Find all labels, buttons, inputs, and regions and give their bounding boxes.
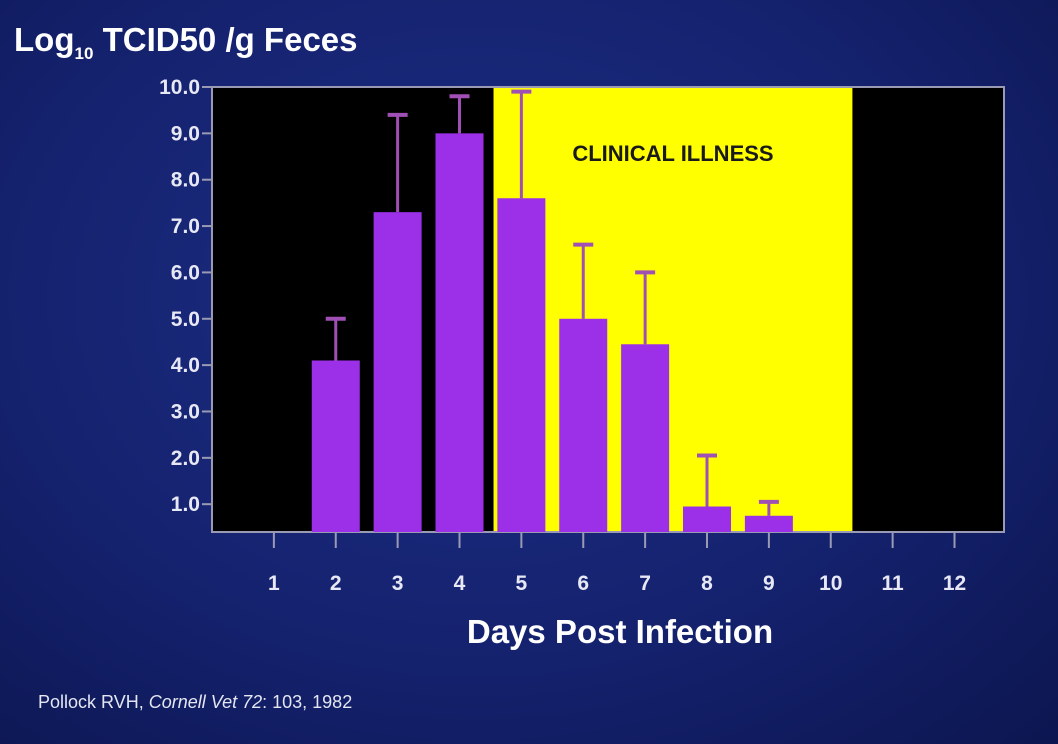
y-tick-label-4: 7.0 (171, 215, 200, 238)
citation: Pollock RVH, Cornell Vet 72: 103, 1982 (38, 692, 352, 713)
y-tick-label-8: 3.0 (171, 400, 200, 423)
x-tick-label-3: 3 (392, 572, 404, 595)
bar-day-7 (621, 344, 670, 532)
y-tick-label-7: 4.0 (171, 354, 200, 377)
title-subscript: 10 (74, 44, 93, 63)
title-rest: TCID50 /g Feces (93, 21, 357, 58)
x-tick-label-7: 7 (639, 572, 651, 595)
bar-day-5 (497, 198, 546, 532)
y-tick-label-9: 2.0 (171, 447, 200, 470)
x-tick-label-1: 1 (268, 572, 280, 595)
x-tick-label-9: 9 (763, 572, 775, 595)
x-tick-label-8: 8 (701, 572, 713, 595)
bar-day-4 (435, 133, 484, 532)
x-tick-label-5: 5 (516, 572, 528, 595)
citation-journal: Cornell Vet (148, 692, 238, 712)
x-tick-label-4: 4 (454, 572, 466, 595)
y-tick-label-2: 9.0 (171, 122, 200, 145)
x-tick-label-11: 11 (882, 572, 905, 595)
plot-area: CLINICAL ILLNESS 10.0 9.0 8.0 7.0 6.0 5.0 4.0 3.… (159, 76, 1005, 595)
y-tick-label-6: 5.0 (171, 308, 200, 331)
y-tick-label-1: 10.0 (159, 76, 200, 99)
y-tick-label-5: 6.0 (171, 261, 200, 284)
plot-frame (211, 86, 1005, 533)
bar-day-9 (744, 515, 793, 532)
x-tick-label-2: 2 (330, 572, 342, 595)
x-tick-label-12: 12 (943, 572, 966, 595)
bar-day-8 (683, 506, 731, 532)
clinical-illness-band (493, 87, 853, 532)
chart-title: Log10 TCID50 /g Feces (14, 21, 358, 63)
x-tick-label-10: 10 (819, 572, 842, 595)
y-tick-label-3: 8.0 (171, 169, 200, 192)
bar-day-6 (559, 318, 608, 532)
citation-rest: : 103, 1982 (262, 692, 353, 712)
clinical-illness-label: CLINICAL ILLNESS (572, 141, 773, 166)
citation-author: Pollock RVH, (38, 692, 149, 712)
x-tick-label-6: 6 (577, 572, 589, 595)
bar-day-3 (373, 212, 422, 532)
bar-day-2 (311, 360, 360, 532)
x-axis-title: Days Post Infection (467, 613, 773, 650)
citation-volume: 72 (237, 692, 263, 712)
y-tick-label-10: 1.0 (171, 493, 200, 516)
title-main: Log (14, 21, 74, 58)
